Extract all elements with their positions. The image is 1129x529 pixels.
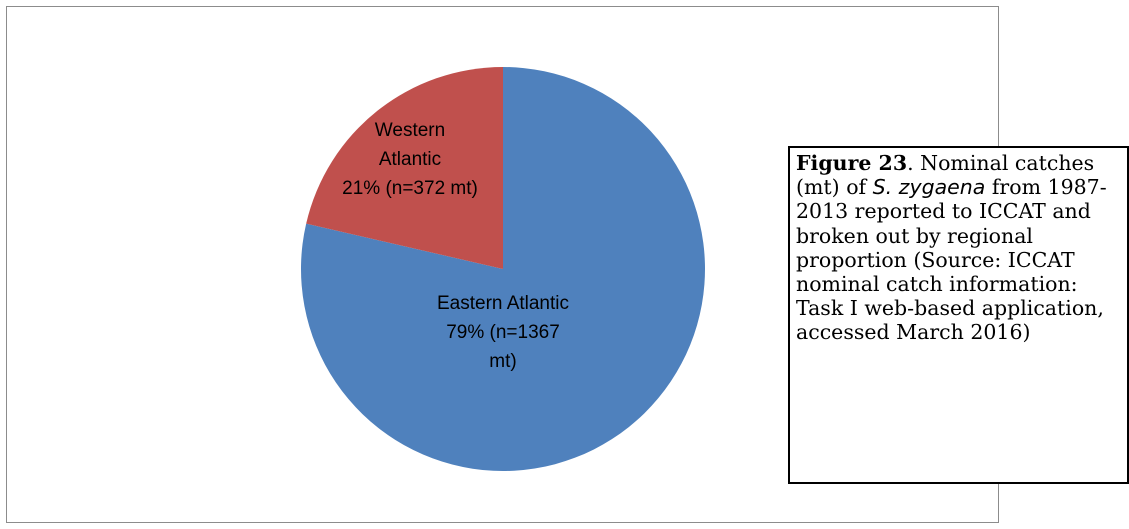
figure-label: Figure 23 [796,151,908,175]
species-name: S. zygaena [872,175,986,200]
caption-text-1: . Nominal catches (mt) of [796,151,1095,200]
caption-text-2: from 1987-2013 reported to ICCAT and bro… [796,175,1107,345]
figure-caption: Figure 23. Nominal catches (mt) of S. zy… [788,146,1129,484]
pie-slice-eastern-atlantic [301,67,706,471]
slice-label-western-atlantic: Western Atlantic 21% (n=372 mt) [342,120,478,199]
pie-slice-western-atlantic [306,67,503,269]
slice-label-eastern-atlantic: Eastern Atlantic 79% (n=1367 mt) [437,293,569,372]
